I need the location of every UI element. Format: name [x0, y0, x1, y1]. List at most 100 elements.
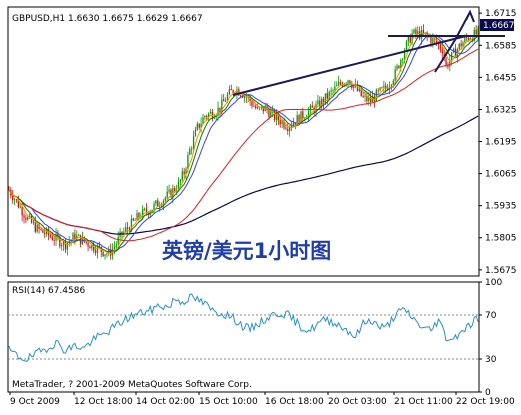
candle-body: [381, 87, 383, 89]
candle-body: [366, 95, 368, 102]
candle-body: [232, 90, 234, 94]
candle-body: [183, 171, 185, 175]
candle-body: [251, 101, 253, 106]
x-tick-label: 20 Oct 03:00: [328, 397, 387, 407]
candle-body: [292, 122, 295, 126]
candle-body: [170, 189, 172, 198]
candle-body: [275, 113, 278, 120]
candle-body: [12, 195, 14, 201]
candle-body: [32, 222, 35, 223]
candle-body: [77, 234, 80, 236]
moving-average-line: [8, 48, 479, 242]
candle-body: [337, 82, 340, 86]
candle-body: [362, 96, 364, 97]
chart-annotation: 英镑/美元1小时图: [162, 239, 331, 263]
candle-body: [383, 85, 385, 88]
candle-body: [377, 89, 379, 91]
candle-body: [159, 206, 161, 207]
candle-body: [13, 199, 16, 201]
rsi-tick-label: 30: [485, 355, 497, 365]
candle-body: [360, 88, 362, 97]
candle-body: [157, 200, 159, 207]
candle-body: [102, 251, 104, 256]
candle-body: [386, 88, 389, 90]
candle-body: [392, 80, 394, 86]
candle-body: [115, 244, 117, 247]
candle-body: [452, 48, 455, 53]
candle-body: [294, 122, 296, 125]
x-tick-label: 16 Oct 18:00: [265, 397, 324, 407]
candle-body: [336, 85, 338, 87]
candle-body: [343, 83, 345, 87]
candle-body: [194, 129, 197, 137]
copyright-footer: MetaTrader, ? 2001-2009 MetaQuotes Softw…: [12, 380, 252, 390]
candle-body: [403, 50, 406, 60]
candle-body: [411, 33, 413, 43]
candle-body: [379, 87, 381, 91]
candle-body: [349, 80, 351, 85]
candle-body: [430, 37, 432, 44]
candle-body: [17, 199, 20, 208]
candle-body: [226, 94, 229, 102]
candle-body: [422, 29, 425, 34]
candle-body: [209, 111, 212, 114]
candle-body: [321, 98, 323, 108]
candle-body: [356, 84, 359, 91]
candle-body: [458, 43, 460, 50]
candle-body: [475, 29, 477, 35]
candle-body: [240, 95, 242, 97]
x-tick-label: 15 Oct 10:00: [199, 397, 258, 407]
main-title: GBPUSD,H1 1.6630 1.6675 1.6629 1.6667: [12, 14, 203, 24]
rsi-tick-label: 0: [485, 388, 491, 398]
candle-body: [304, 118, 306, 120]
candle-body: [93, 244, 95, 251]
candle-body: [61, 245, 63, 247]
candle-body: [390, 85, 393, 87]
candle-body: [330, 90, 332, 92]
candle-body: [162, 200, 165, 206]
last-price-label: 1.6667: [483, 21, 515, 31]
candle-body: [155, 200, 157, 204]
candle-body: [206, 116, 208, 118]
last-price-tag: [480, 19, 514, 32]
candle-body: [307, 111, 310, 118]
candle-body: [302, 111, 304, 119]
candle-body: [121, 231, 123, 235]
candle-body: [49, 235, 52, 237]
candle-body: [243, 96, 246, 98]
candle-body: [273, 110, 276, 120]
candle-body: [181, 171, 183, 180]
candle-body: [368, 97, 370, 102]
y-tick-label: 1.5935: [485, 202, 517, 212]
candle-body: [328, 91, 330, 99]
moving-average-line: [8, 32, 479, 255]
candle-body: [104, 254, 106, 256]
candle-body: [230, 89, 232, 91]
candle-body: [228, 89, 231, 95]
candle-body: [394, 69, 396, 81]
candle-body: [353, 85, 355, 89]
candle-body: [179, 179, 182, 182]
x-tick-label: 22 Oct 19:00: [456, 397, 515, 407]
candle-body: [326, 93, 328, 99]
candle-body: [283, 120, 285, 128]
candle-body: [324, 93, 327, 103]
candle-body: [370, 97, 372, 102]
candle-body: [23, 215, 25, 218]
candle-body: [224, 101, 227, 102]
candle-body: [96, 245, 99, 253]
candle-body: [15, 199, 18, 201]
candle-body: [123, 231, 125, 235]
candle-body: [449, 60, 451, 67]
candle-body: [202, 117, 204, 124]
rsi-panel: [7, 281, 480, 393]
candle-body: [113, 246, 116, 249]
candle-body: [200, 123, 202, 128]
candle-body: [439, 44, 442, 50]
candle-body: [42, 229, 44, 233]
candle-body: [415, 29, 417, 35]
candle-body: [290, 125, 293, 128]
y-tick-label: 1.6455: [485, 73, 517, 83]
candle-body: [166, 191, 168, 198]
candle-body: [375, 89, 377, 102]
